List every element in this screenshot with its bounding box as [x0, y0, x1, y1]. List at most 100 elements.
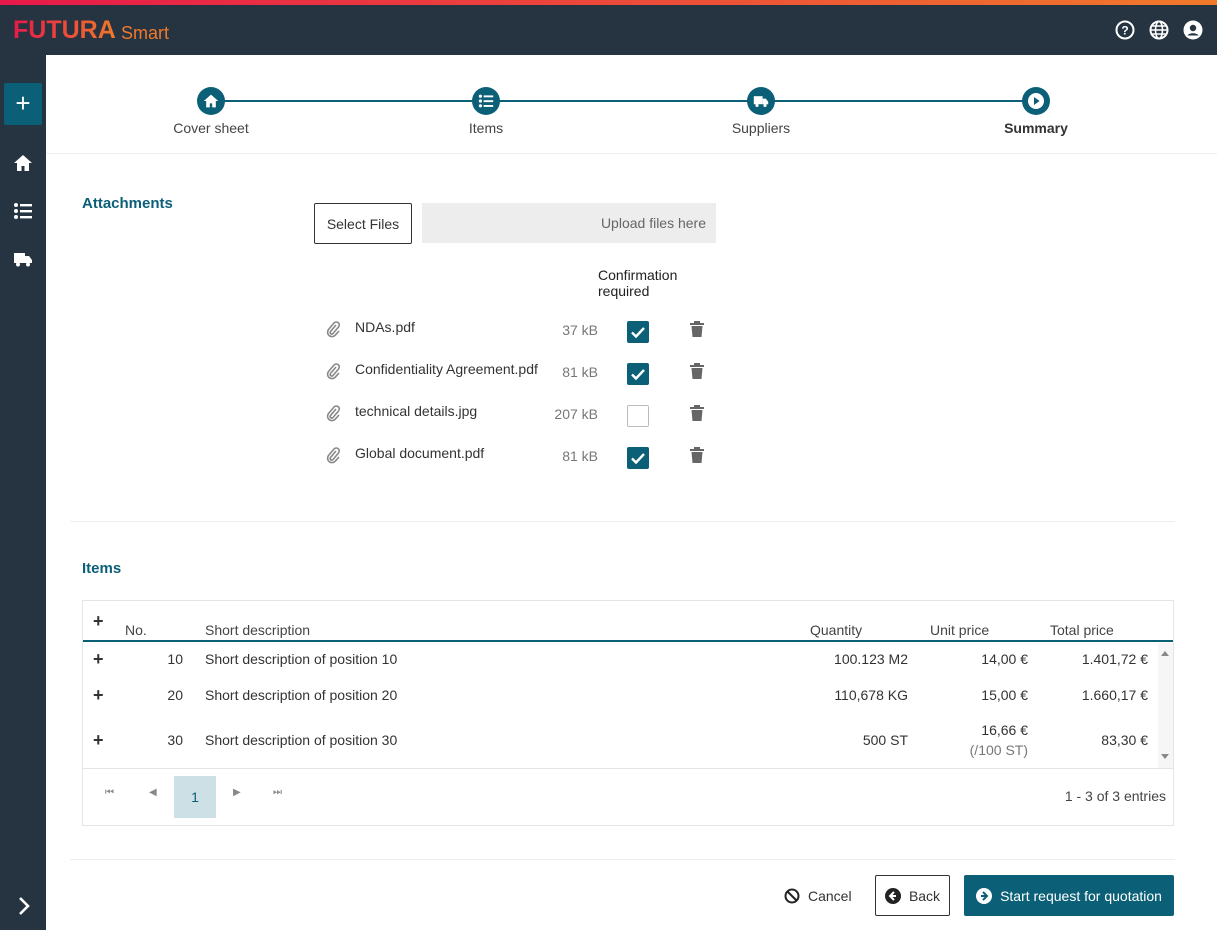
items-table: + No. Short description Quantity Unit pr…	[82, 600, 1174, 826]
help-icon[interactable]: ?	[1115, 20, 1135, 40]
step-suppliers[interactable]	[747, 87, 775, 115]
back-label: Back	[908, 887, 941, 904]
row-unit-price: 14,00 €	[981, 651, 1028, 667]
confirmation-checkbox[interactable]	[627, 363, 649, 385]
row-description: Short description of position 30	[205, 732, 398, 748]
truck-icon	[753, 96, 769, 107]
attachment-name[interactable]: Confidentiality Agreement.pdf	[355, 361, 538, 377]
top-bar: FUTURA Smart ?	[0, 0, 1217, 55]
expand-row-button[interactable]: +	[93, 730, 104, 750]
items-heading: Items	[82, 560, 122, 577]
trash-icon[interactable]	[689, 362, 705, 380]
home-icon[interactable]	[13, 153, 33, 173]
pagination-summary: 1 - 3 of 3 entries	[1064, 788, 1166, 804]
divider	[83, 768, 1173, 769]
play-icon	[1028, 93, 1044, 109]
list-icon	[478, 94, 494, 108]
step-cover-sheet[interactable]	[197, 87, 225, 115]
start-rfq-label: Start request for quotation	[1000, 887, 1162, 904]
stepper-line	[211, 100, 1036, 102]
scroll-up-icon[interactable]	[1161, 651, 1169, 656]
attachment-size: 207 kB	[554, 406, 598, 422]
row-no: 30	[167, 732, 183, 748]
truck-icon[interactable]	[13, 249, 33, 269]
check-icon	[631, 369, 645, 381]
check-icon	[631, 327, 645, 339]
trash-icon[interactable]	[689, 404, 705, 422]
row-description: Short description of position 20	[205, 687, 398, 703]
step-label: Cover sheet	[173, 120, 249, 136]
column-header-description[interactable]: Short description	[205, 622, 311, 638]
select-files-button[interactable]: Select Files	[314, 203, 412, 244]
page-button-current[interactable]: 1	[174, 776, 216, 818]
column-header-quantity[interactable]: Quantity	[810, 622, 863, 638]
header-underline	[83, 640, 1173, 642]
check-icon	[631, 453, 645, 465]
home-icon	[203, 94, 219, 108]
trash-icon[interactable]	[689, 446, 705, 464]
paperclip-icon	[326, 405, 341, 422]
cancel-button[interactable]: Cancel	[784, 886, 852, 906]
svg-text:?: ?	[1121, 24, 1128, 38]
column-header-unit-price[interactable]: Unit price	[930, 622, 990, 638]
cancel-label: Cancel	[808, 888, 852, 904]
previous-page-icon[interactable]: ◀	[149, 787, 157, 798]
confirmation-checkbox[interactable]	[627, 321, 649, 343]
arrow-right-circle-icon	[976, 887, 993, 904]
chevron-right-icon[interactable]	[16, 896, 32, 916]
divider	[70, 521, 1175, 522]
attachments-heading: Attachments	[82, 195, 173, 212]
ban-icon	[784, 888, 800, 904]
upload-dropzone[interactable]: Upload files here	[422, 203, 716, 243]
step-label: Suppliers	[731, 120, 791, 136]
user-account-icon[interactable]	[1183, 20, 1203, 40]
expand-row-button[interactable]: +	[93, 649, 104, 669]
confirmation-checkbox[interactable]	[627, 405, 649, 427]
row-unit-basis: (/100 ST)	[969, 742, 1028, 758]
column-header-total-price[interactable]: Total price	[1050, 622, 1114, 638]
trash-icon[interactable]	[689, 320, 705, 338]
step-label: Items	[468, 120, 504, 136]
step-items[interactable]	[472, 87, 500, 115]
attachment-name[interactable]: Global document.pdf	[355, 445, 485, 461]
product-name: Smart	[121, 23, 170, 43]
arrow-left-circle-icon	[884, 887, 901, 904]
divider	[70, 859, 1175, 860]
sidebar	[0, 55, 46, 930]
paperclip-icon	[326, 447, 341, 464]
row-quantity: 110,678 KG	[834, 687, 908, 703]
step-summary[interactable]	[1022, 87, 1050, 115]
expand-row-button[interactable]: +	[93, 685, 104, 705]
accent-stripe	[0, 0, 1217, 5]
paperclip-icon	[326, 363, 341, 380]
list-icon[interactable]	[13, 201, 33, 221]
expand-all-button[interactable]: +	[93, 611, 104, 631]
first-page-icon[interactable]: ⏮	[105, 787, 114, 798]
row-quantity: 100.123 M2	[834, 651, 908, 667]
next-page-icon[interactable]: ▶	[233, 787, 241, 798]
last-page-icon[interactable]: ⏭	[273, 787, 282, 798]
confirmation-header: Confirmation required	[598, 267, 678, 299]
paperclip-icon	[326, 321, 341, 338]
row-quantity: 500 ST	[862, 732, 908, 748]
row-unit-price: 16,66 €	[981, 722, 1028, 738]
attachment-name[interactable]: NDAs.pdf	[355, 319, 415, 335]
attachment-size: 81 kB	[562, 448, 598, 464]
brand-logo: FUTURA	[13, 16, 116, 44]
column-header-no[interactable]: No.	[125, 622, 147, 638]
row-no: 10	[167, 651, 183, 667]
attachment-name[interactable]: technical details.jpg	[355, 403, 478, 419]
scroll-down-icon[interactable]	[1161, 754, 1169, 759]
back-button[interactable]: Back	[875, 875, 950, 916]
attachment-size: 37 kB	[562, 322, 598, 338]
start-rfq-button[interactable]: Start request for quotation	[964, 875, 1174, 916]
globe-icon[interactable]	[1149, 20, 1169, 40]
scrollbar[interactable]	[1158, 643, 1173, 768]
row-unit-price: 15,00 €	[981, 687, 1028, 703]
row-no: 20	[167, 687, 183, 703]
divider	[46, 153, 1217, 154]
step-label-active: Summary	[1004, 120, 1068, 136]
confirmation-checkbox[interactable]	[627, 447, 649, 469]
create-button[interactable]: +	[4, 83, 42, 125]
row-total-price: 1.660,17 €	[1081, 687, 1148, 703]
